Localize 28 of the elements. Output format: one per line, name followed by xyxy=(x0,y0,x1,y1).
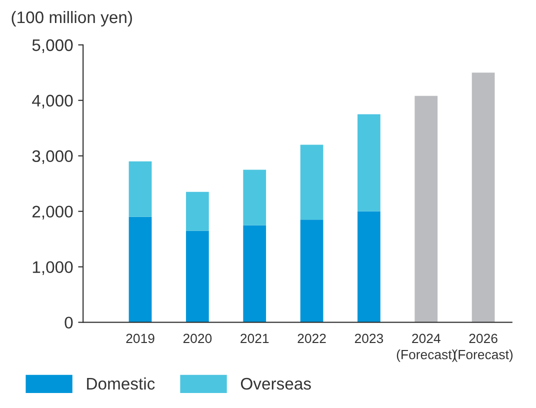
bar xyxy=(128,216,152,322)
legend-label: Domestic xyxy=(87,377,155,390)
bar xyxy=(186,192,209,231)
x-tick-label: 2019 xyxy=(126,334,154,344)
bar xyxy=(300,144,324,220)
bar xyxy=(243,170,266,226)
y-tick-label: 2,000 xyxy=(32,206,73,220)
bar xyxy=(472,72,495,322)
bar xyxy=(358,211,380,322)
x-tick-label: 2020 xyxy=(183,334,212,344)
y-axis-title: (100 million yen) xyxy=(12,10,132,27)
x-tick-label: 2022 xyxy=(298,334,326,344)
bar xyxy=(186,230,209,322)
y-tick-label: 1,000 xyxy=(32,261,73,276)
x-tick-label: 2024 (Forecast) xyxy=(396,334,456,362)
y-tick-label: 0 xyxy=(64,316,73,329)
bar xyxy=(128,161,152,217)
bar xyxy=(358,114,380,212)
y-tick-label: 4,000 xyxy=(32,94,73,109)
y-tick-label: 5,000 xyxy=(32,39,73,54)
x-tick-label: 2026 (Forecast) xyxy=(454,334,513,362)
legend-label: Overseas xyxy=(240,378,311,390)
bar xyxy=(300,220,324,322)
x-tick-label: 2021 xyxy=(240,334,269,344)
x-tick-label: 2023 xyxy=(354,334,384,344)
y-tick-label: 3,000 xyxy=(32,150,73,164)
bar xyxy=(243,225,266,322)
bar xyxy=(414,96,438,322)
